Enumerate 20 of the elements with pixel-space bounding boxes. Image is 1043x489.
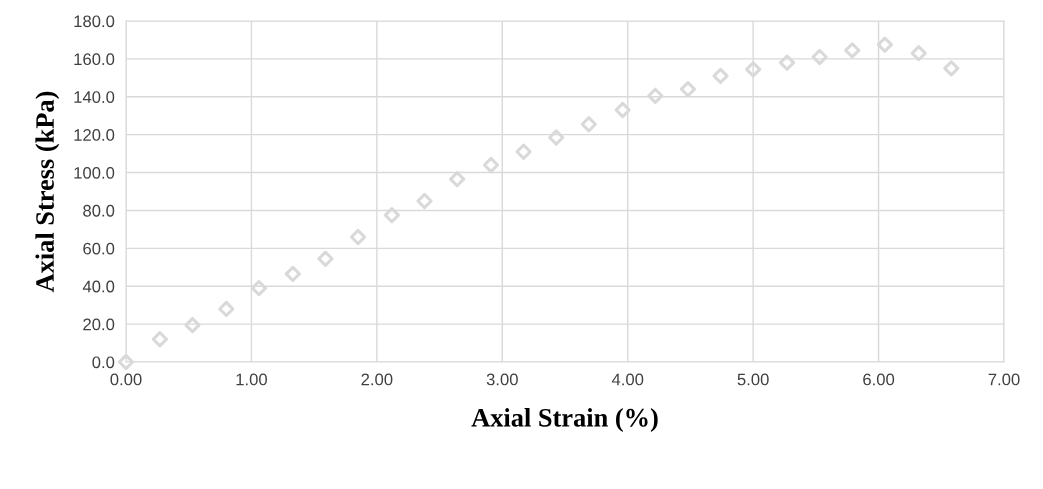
x-axis-title: Axial Strain (%) — [471, 408, 658, 433]
y-tick-label: 120.0 — [74, 129, 115, 141]
x-tick-label: 3.00 — [486, 373, 518, 386]
y-tick-label: 60.0 — [83, 242, 115, 255]
x-tick-label: 4.00 — [611, 373, 644, 386]
y-tick-label: 100.0 — [74, 166, 115, 179]
y-tick-label: 140.0 — [74, 91, 115, 103]
y-tick-label: 180.0 — [74, 15, 115, 28]
y-axis-title: Axial Stress (kPa) — [35, 91, 60, 293]
x-tick-label: 0.00 — [110, 373, 142, 386]
y-tick-label: 160.0 — [74, 53, 115, 66]
y-tick-label: 0.0 — [92, 356, 115, 369]
x-tick-label: 1.00 — [236, 373, 267, 386]
x-tick-label: 5.00 — [737, 373, 769, 386]
y-tick-label: 40.0 — [82, 280, 115, 293]
x-tick-label: 2.00 — [361, 373, 393, 386]
x-tick-label: 7.00 — [988, 373, 1020, 386]
y-tick-label: 80.0 — [83, 204, 115, 217]
x-tick-label: 6.00 — [863, 373, 895, 386]
y-tick-label: 20.0 — [83, 318, 115, 331]
